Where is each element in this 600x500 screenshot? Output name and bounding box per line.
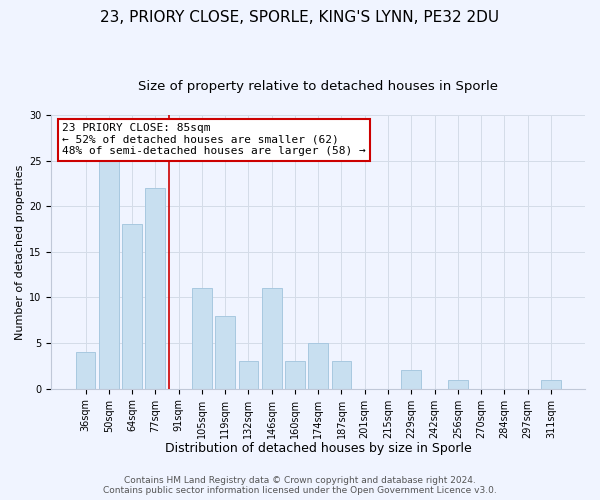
Bar: [541, 380, 561, 388]
Bar: [145, 188, 165, 388]
Bar: [401, 370, 421, 388]
Text: Contains HM Land Registry data © Crown copyright and database right 2024.
Contai: Contains HM Land Registry data © Crown c…: [103, 476, 497, 495]
Bar: [448, 380, 467, 388]
Bar: [99, 160, 119, 388]
Bar: [215, 316, 235, 388]
Text: 23 PRIORY CLOSE: 85sqm
← 52% of detached houses are smaller (62)
48% of semi-det: 23 PRIORY CLOSE: 85sqm ← 52% of detached…: [62, 123, 366, 156]
Bar: [76, 352, 95, 389]
Text: 23, PRIORY CLOSE, SPORLE, KING'S LYNN, PE32 2DU: 23, PRIORY CLOSE, SPORLE, KING'S LYNN, P…: [100, 10, 500, 25]
Bar: [332, 362, 352, 388]
Bar: [308, 343, 328, 388]
Title: Size of property relative to detached houses in Sporle: Size of property relative to detached ho…: [138, 80, 498, 93]
Y-axis label: Number of detached properties: Number of detached properties: [15, 164, 25, 340]
Bar: [239, 362, 258, 388]
Bar: [122, 224, 142, 388]
Bar: [285, 362, 305, 388]
Bar: [262, 288, 281, 388]
X-axis label: Distribution of detached houses by size in Sporle: Distribution of detached houses by size …: [165, 442, 472, 455]
Bar: [192, 288, 212, 388]
